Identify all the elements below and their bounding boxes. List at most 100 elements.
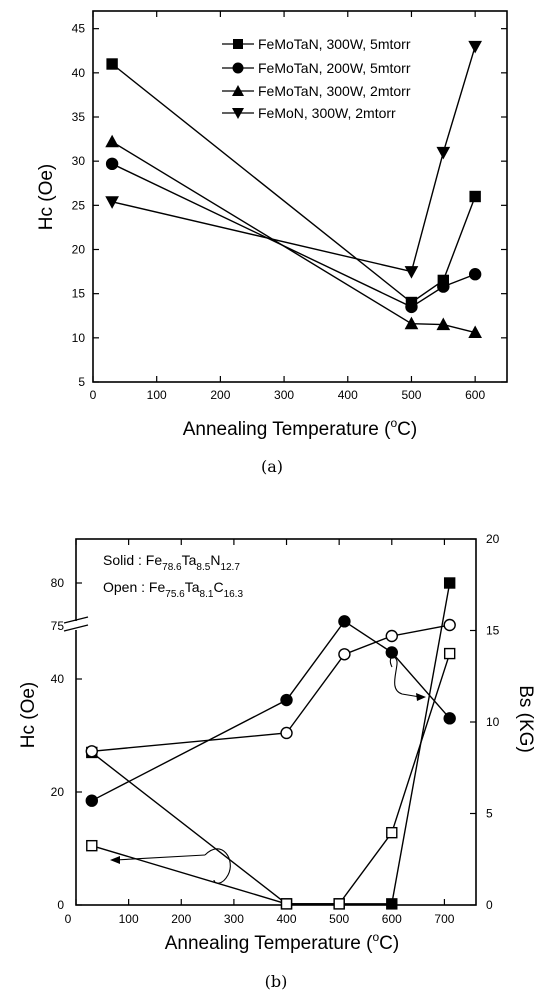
x-tick-label-b: 200	[171, 912, 191, 926]
legend-item-a-2: FeMoTaN, 300W, 2mtorr	[222, 83, 411, 99]
y-tick-label-a: 25	[72, 198, 86, 212]
legend-label: FeMoTaN, 300W, 2mtorr	[258, 83, 411, 99]
y-tick-label-a: 45	[72, 22, 86, 36]
y-tick-label-a: 20	[72, 243, 86, 257]
x-tick-label-b: 100	[119, 912, 139, 926]
x-tick-label-a: 300	[274, 388, 294, 402]
data-point-b-1	[443, 647, 456, 660]
legend-marker-square	[233, 39, 243, 49]
series-markers-a	[105, 40, 482, 339]
x-tick-label-a: 100	[147, 388, 167, 402]
legend-item-a-1: FeMoTaN, 200W, 5mtorr	[222, 60, 411, 76]
data-point-a-0	[469, 190, 481, 203]
data-point-a-3	[468, 40, 482, 54]
y-tick-label-a: 15	[72, 287, 86, 301]
legend-marker-triangle-down	[232, 108, 244, 119]
data-point-a-3	[404, 266, 419, 279]
x-axis-title-b: Annealing Temperature (oC)	[165, 930, 399, 954]
data-point-b-2	[85, 794, 98, 807]
data-point-b-1	[280, 898, 293, 910]
axis-indicator-right	[389, 656, 426, 701]
series-line-a-1	[111, 163, 476, 308]
series-lines-b	[91, 582, 451, 905]
y2-tick-label-b: 20	[486, 532, 500, 546]
y-tick-label-a: 40	[72, 66, 86, 80]
x-tick-label-b: 700	[434, 912, 454, 926]
series-line-a-2	[111, 141, 476, 334]
axis-ticks-b: 0 100 200 300 400 500 600 700 0 20 40 75 80 0 5 10 15 20	[51, 532, 500, 926]
x-tick-label-b: 500	[329, 912, 349, 926]
y2-tick-label-b: 10	[486, 715, 500, 729]
data-point-b-0	[443, 577, 456, 589]
data-point-b-2	[280, 693, 293, 707]
data-point-b-2	[443, 712, 456, 725]
data-point-b-0	[386, 898, 398, 910]
data-point-a-2	[404, 316, 419, 330]
data-point-b-3	[280, 726, 293, 740]
data-point-a-1	[468, 268, 482, 281]
y2-axis-title-b: Bs (KG)	[515, 685, 536, 753]
axis-indicator-left	[110, 848, 231, 884]
legend-marker-circle	[232, 62, 244, 74]
annotation-solid: Solid : Fe78.6Ta8.5N12.7	[103, 552, 240, 573]
data-point-a-1	[437, 280, 450, 293]
series-line-a-3	[111, 46, 476, 273]
x-tick-label-b: 300	[224, 912, 244, 926]
y-tick-label-a: 5	[78, 375, 85, 389]
data-point-a-2	[436, 317, 451, 331]
y-axis-title-b: Hc (Oe)	[18, 682, 39, 749]
data-point-b-3	[443, 618, 456, 632]
x-tick-label-a: 0	[90, 388, 97, 402]
data-point-a-1	[405, 300, 418, 314]
data-point-a-1	[105, 157, 119, 171]
legend-label: FeMoTaN, 200W, 5mtorr	[258, 60, 411, 76]
data-point-a-3	[436, 146, 451, 160]
axis-break	[63, 616, 89, 632]
x-tick-label-b: 0	[65, 912, 72, 926]
legend-marker-triangle-up	[232, 85, 244, 96]
x-axis-title-a: Annealing Temperature (oC)	[183, 416, 417, 440]
series-line-a-0	[111, 63, 476, 304]
y-tick-label-a: 10	[72, 331, 86, 345]
chart-b: 0 100 200 300 400 500 600 70002040758005101520 …	[18, 532, 536, 991]
x-tick-label-a: 500	[401, 388, 421, 402]
series-lines-a	[111, 46, 476, 334]
x-tick-label-b: 600	[382, 912, 402, 926]
chart-a: 0 100 200 300 400 500 600 5 10 15 20 25 30 35 40 45 FeM…	[36, 10, 508, 476]
x-tick-label-a: 200	[210, 388, 230, 402]
plot-frame-a	[92, 10, 508, 383]
data-point-b-1	[86, 839, 98, 852]
series-line-b-0	[91, 582, 451, 905]
data-point-b-1	[333, 898, 345, 910]
y-tick-label-b: 20	[51, 785, 65, 799]
annotation-open: Open : Fe75.6Ta8.1C16.3	[103, 579, 243, 600]
x-tick-label-a: 400	[338, 388, 358, 402]
y-tick-label-b: 40	[51, 672, 65, 686]
data-point-b-3	[85, 745, 98, 758]
legend-item-a-3: FeMoN, 300W, 2mtorr	[222, 105, 396, 121]
data-point-a-2	[105, 134, 119, 148]
y2-tick-label-b: 0	[486, 898, 493, 912]
y-tick-label-b: 0	[57, 898, 64, 912]
y2-tick-label-b: 15	[486, 624, 500, 638]
y-tick-label-b: 80	[51, 576, 65, 590]
y-axis-title-a: Hc (Oe)	[36, 164, 57, 231]
caption-a: (a)	[261, 457, 283, 476]
y-tick-label-a: 35	[72, 110, 86, 124]
data-point-b-2	[338, 615, 351, 628]
caption-b: (b)	[265, 972, 288, 991]
data-point-a-0	[106, 58, 118, 70]
data-point-b-1	[386, 826, 398, 839]
legend-label: FeMoN, 300W, 2mtorr	[258, 105, 396, 121]
data-point-a-2	[468, 325, 482, 339]
y-tick-label-a: 30	[72, 154, 86, 168]
x-tick-label-a: 600	[465, 388, 485, 402]
data-point-b-3	[338, 648, 351, 661]
legend-item-a-0: FeMoTaN, 300W, 5mtorr	[222, 36, 411, 52]
data-point-b-2	[385, 646, 398, 659]
x-tick-label-b: 400	[277, 912, 297, 926]
data-point-b-3	[385, 629, 398, 643]
legend-label: FeMoTaN, 300W, 5mtorr	[258, 36, 411, 52]
y-tick-label-b: 75	[51, 619, 65, 633]
series-line-b-1	[91, 653, 451, 905]
